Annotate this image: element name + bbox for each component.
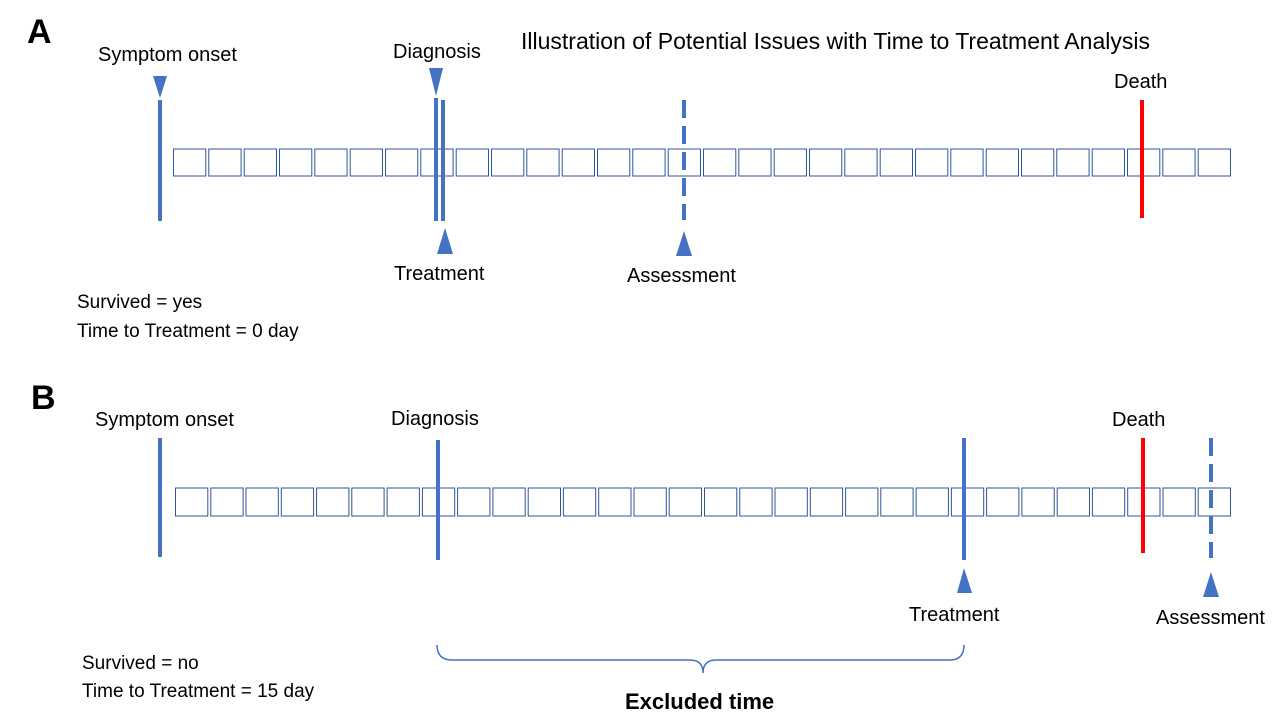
panel-b-diagnosis-label: Diagnosis	[391, 408, 479, 430]
panel-a-timeline-cell	[950, 148, 984, 177]
panel-b-timeline-cell	[1021, 487, 1055, 517]
panel-a-diagnosis-marker	[429, 68, 443, 96]
excluded-time-label: Excluded time	[625, 689, 775, 714]
panel-b-time-to-treatment-text: Time to Treatment = 15 day	[82, 681, 315, 702]
panel-a-timeline-cell	[173, 148, 207, 177]
panel-b-assessment-marker	[1203, 572, 1219, 597]
panel-b-timeline-cell	[175, 487, 209, 517]
panel-a-timeline-cell	[1197, 148, 1231, 177]
panel-b-timeline-cell	[1091, 487, 1126, 517]
panel-a-assessment-marker	[676, 231, 692, 256]
panel-a-symptom-onset-marker	[153, 76, 167, 98]
panel-b-timeline-cell	[245, 487, 279, 517]
panel-a-timeline-cell	[809, 148, 843, 177]
panel-b-timeline-cell	[527, 487, 562, 517]
panel-b-timeline-cell	[1056, 487, 1090, 517]
panel-b-timeline-cell	[880, 487, 914, 517]
panel-b-timeline-cell	[950, 487, 985, 517]
panel-b-timeline-cell	[492, 487, 526, 517]
panel-b-treatment-label: Treatment	[909, 604, 1000, 626]
panel-b-timeline-cell	[1162, 487, 1196, 517]
panel-b-timeline-cell	[351, 487, 385, 517]
panel-a-timeline-cell	[208, 148, 242, 177]
panel-a-timeline-cell	[349, 148, 384, 177]
panel-b-timeline-cell	[598, 487, 632, 517]
panel-a-diagnosis-label: Diagnosis	[393, 41, 481, 63]
panel-a-timeline-cell	[314, 148, 348, 177]
panel-b-timeline-cell	[633, 487, 667, 517]
panel-a-timeline-cell	[773, 148, 808, 177]
panel-a-timeline-cell	[879, 148, 914, 177]
panel-b-timeline-cell	[774, 487, 808, 517]
panel-b-timeline-cell	[210, 487, 244, 517]
panel-a-timeline-cell	[1091, 148, 1125, 177]
panel-a-timeline-cell	[561, 148, 596, 177]
panel-a-treatment-marker	[437, 228, 453, 254]
panel-b-timeline-cell	[845, 487, 879, 517]
panel-a-timeline-cell	[1021, 148, 1055, 177]
panel-b-timeline-cell	[457, 487, 491, 517]
panel-a-time-to-treatment-text: Time to Treatment = 0 day	[77, 321, 299, 342]
panel-a-timeline-cell	[985, 148, 1020, 177]
panel-a-timeline-cell	[915, 148, 949, 177]
panel-a-timeline-cell	[632, 148, 666, 177]
panel-a-survived-text: Survived = yes	[77, 292, 203, 313]
panel-a-timeline-cell	[1056, 148, 1090, 177]
panel-a-timeline-cell	[279, 148, 313, 177]
panel-a-assessment-label: Assessment	[627, 265, 736, 287]
panel-b-timeline-cell	[562, 487, 597, 517]
panel-b-timeline-cell	[915, 487, 949, 517]
panel-b-symptom-onset-label: Symptom onset	[95, 409, 234, 431]
panel-a-timeline-cell	[844, 148, 878, 177]
panel-a-timeline-cell	[491, 148, 525, 177]
panel-b-timeline-cell	[739, 487, 773, 517]
panel-a-timeline-cell	[526, 148, 560, 177]
panel-a-death-label: Death	[1114, 71, 1168, 93]
panel-a-letter: A	[27, 13, 52, 51]
panel-a-timeline-cell	[703, 148, 737, 177]
excluded-time-brace	[436, 644, 965, 674]
panel-a-timeline-cell	[385, 148, 419, 177]
panel-b-timeline-cell	[316, 487, 350, 517]
panel-a-treatment-label: Treatment	[394, 263, 485, 285]
panel-a-timeline-cell	[597, 148, 631, 177]
panel-b-survived-text: Survived = no	[82, 653, 199, 674]
panel-a-timeline-cells	[173, 148, 1231, 177]
panel-a-timeline-cell	[1162, 148, 1196, 177]
panel-b-timeline-cell	[809, 487, 844, 517]
panel-a-timeline-cell	[738, 148, 772, 177]
panel-b-death-label: Death	[1112, 409, 1166, 431]
diagram-title: Illustration of Potential Issues with Ti…	[521, 28, 1150, 54]
panel-b-timeline-cell	[704, 487, 738, 517]
panel-a-timeline-cell	[243, 148, 277, 177]
panel-b-timeline-cell	[1197, 487, 1231, 517]
panel-b-treatment-marker	[957, 568, 972, 593]
panel-b-assessment-label: Assessment	[1156, 607, 1265, 629]
panel-b-timeline-cell	[986, 487, 1020, 517]
panel-b-timeline-cell	[386, 487, 420, 517]
panel-b-timeline-cells	[175, 487, 1231, 517]
panel-a-symptom-onset-label: Symptom onset	[98, 44, 237, 66]
panel-a-timeline-cell	[455, 148, 490, 177]
panel-b-timeline-cell	[280, 487, 315, 517]
panel-b-timeline-cell	[668, 487, 703, 517]
panel-b-letter: B	[31, 379, 56, 417]
